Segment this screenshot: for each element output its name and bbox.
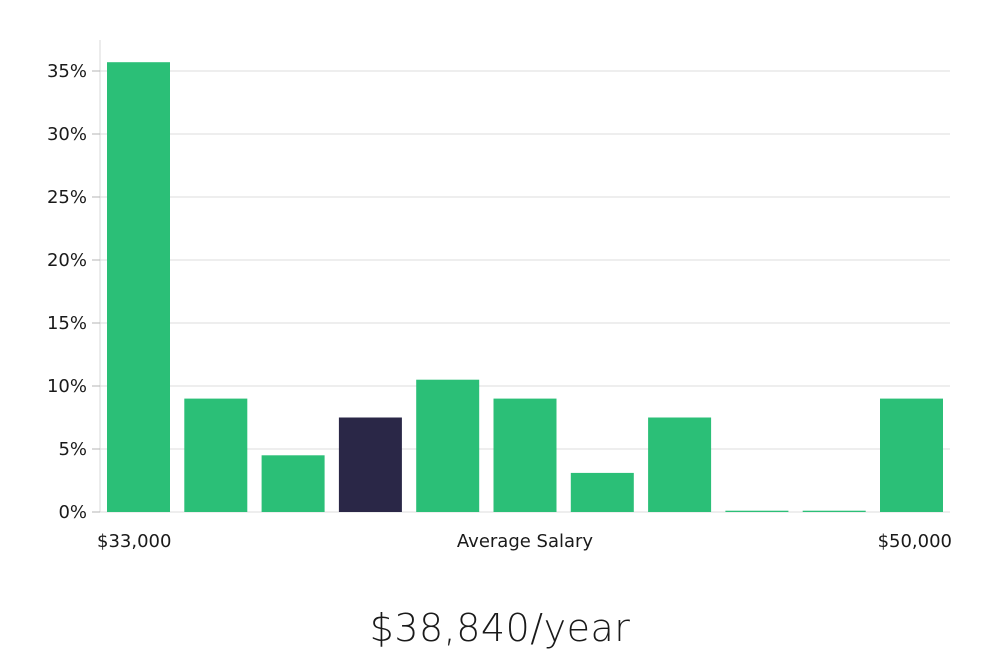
y-tick-label: 5% (58, 439, 87, 460)
y-tick-label: 0% (58, 502, 87, 523)
bar (261, 455, 325, 512)
bar (493, 398, 557, 512)
bar (725, 510, 789, 512)
average-salary-value: $38,840/year (369, 606, 631, 650)
bar (184, 398, 248, 512)
bar (570, 472, 634, 512)
y-tick-label: 30% (47, 124, 87, 145)
y-tick-label: 20% (47, 250, 87, 271)
y-tick-label: 15% (47, 313, 87, 334)
y-tick-labels: 0% 5% 10% 15% 20% 25% 30% 35% (47, 61, 100, 523)
bar (802, 510, 866, 512)
bars (107, 62, 943, 512)
x-label-left: $33,000 (97, 531, 171, 552)
x-label-right: $50,000 (878, 531, 952, 552)
y-tick-label: 25% (47, 187, 87, 208)
y-tick-label: 10% (47, 376, 87, 397)
y-tick-label: 35% (47, 61, 87, 82)
bar-highlighted (338, 417, 402, 512)
bar (107, 62, 170, 512)
bar (416, 379, 480, 512)
x-axis-label: Average Salary (457, 531, 594, 552)
bar (648, 417, 712, 512)
bar (880, 398, 943, 512)
salary-histogram: 0% 5% 10% 15% 20% 25% 30% 35% $33,000 Average S… (47, 40, 952, 552)
